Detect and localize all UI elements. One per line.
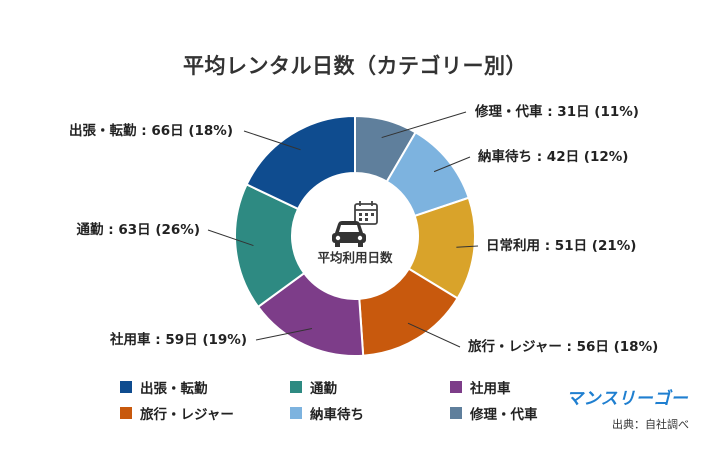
- legend-item: 出張・転勤: [120, 377, 290, 397]
- legend-label: 通勤: [310, 381, 337, 397]
- legend-item: 旅行・レジャー: [120, 403, 290, 423]
- legend-swatch: [120, 381, 132, 393]
- legend-item: 通勤: [290, 377, 450, 397]
- leader-line: [207, 229, 254, 247]
- leader-line: [243, 130, 301, 151]
- center-label: 平均利用日数: [317, 250, 393, 265]
- legend-swatch: [290, 381, 302, 393]
- legend-item: 社用車: [450, 377, 580, 397]
- leader-line: [407, 322, 461, 348]
- legend-swatch: [450, 407, 462, 419]
- chart-title: 平均レンタル日数（カテゴリー別）: [183, 54, 527, 78]
- legend-label: 旅行・レジャー: [140, 407, 234, 423]
- leader-line: [381, 111, 467, 139]
- slice-label: 旅行・レジャー : 56日 (18%): [468, 338, 658, 355]
- legend-swatch: [450, 381, 462, 393]
- slice-label: 社用車 : 59日 (19%): [109, 331, 247, 348]
- slice-label: 出張・転勤 : 66日 (18%): [69, 122, 233, 139]
- slice-label: 修理・代車 : 31日 (11%): [474, 103, 639, 120]
- legend-swatch: [120, 407, 132, 419]
- source-text: 出典：自社調べ: [612, 418, 689, 431]
- slice-label: 通勤 : 63日 (26%): [77, 221, 200, 238]
- legend-label: 出張・転勤: [140, 381, 208, 397]
- slice-label: 日常利用 : 51日 (21%): [486, 237, 636, 254]
- legend-label: 納車待ち: [310, 407, 364, 423]
- legend-label: 修理・代車: [470, 407, 538, 423]
- leader-line: [433, 156, 471, 173]
- brand-logo: マンスリーゴー: [566, 389, 689, 409]
- legend-item: 納車待ち: [290, 403, 450, 423]
- leader-line: [255, 327, 313, 341]
- leader-line: [456, 245, 479, 248]
- donut-slice: [245, 114, 356, 211]
- legend-item: 修理・代車: [450, 403, 580, 423]
- legend-swatch: [290, 407, 302, 419]
- slice-label: 納車待ち : 42日 (12%): [478, 148, 628, 165]
- car-calendar-icon: [332, 201, 378, 247]
- legend-label: 社用車: [470, 381, 511, 397]
- chart-legend: 出張・転勤 通勤 社用車旅行・レジャー 納車待ち 修理・代車: [120, 377, 580, 423]
